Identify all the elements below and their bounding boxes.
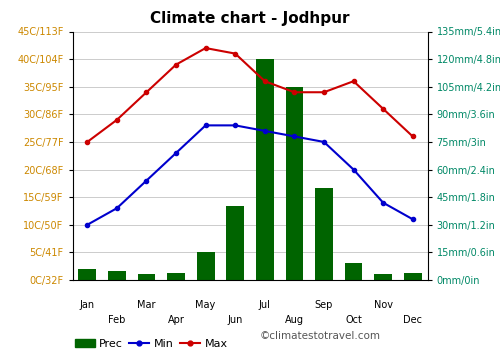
Text: ©climatestotravel.com: ©climatestotravel.com: [260, 331, 381, 341]
Bar: [226, 206, 244, 280]
Bar: [167, 273, 185, 280]
Text: Mar: Mar: [137, 300, 156, 310]
Text: Aug: Aug: [285, 315, 304, 325]
Bar: [374, 274, 392, 280]
Bar: [197, 252, 214, 280]
Bar: [286, 87, 303, 280]
Bar: [78, 269, 96, 280]
Text: Sep: Sep: [315, 300, 333, 310]
Bar: [344, 264, 362, 280]
Text: Apr: Apr: [168, 315, 184, 325]
Bar: [138, 274, 156, 280]
Text: Feb: Feb: [108, 315, 126, 325]
Legend: Prec, Min, Max: Prec, Min, Max: [74, 339, 228, 349]
Text: Jan: Jan: [80, 300, 95, 310]
Text: Oct: Oct: [345, 315, 362, 325]
Text: Nov: Nov: [374, 300, 392, 310]
Bar: [256, 59, 274, 280]
Text: Jun: Jun: [228, 315, 243, 325]
Text: Jul: Jul: [259, 300, 270, 310]
Text: Dec: Dec: [403, 315, 422, 325]
Title: Climate chart - Jodhpur: Climate chart - Jodhpur: [150, 11, 350, 26]
Bar: [108, 271, 126, 280]
Text: May: May: [196, 300, 216, 310]
Bar: [315, 188, 333, 280]
Bar: [404, 273, 421, 280]
